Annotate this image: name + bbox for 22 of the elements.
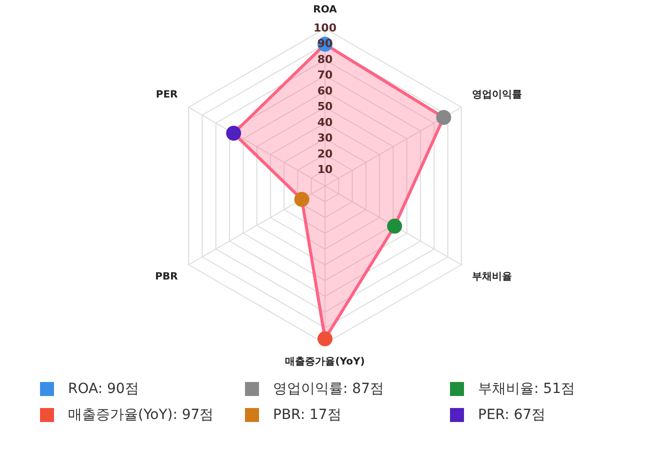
spoke-label: 부채비율	[472, 272, 512, 283]
y-tick-label: 80	[317, 52, 333, 66]
spoke-label: ROA	[313, 4, 338, 16]
spoke-label: 영업이익률	[472, 90, 522, 101]
text: 부채비율: 51점	[478, 380, 575, 398]
text: PBR: 17점	[273, 406, 342, 424]
y-tick-label: 90	[317, 37, 333, 50]
y-tick-label: 10	[317, 163, 333, 176]
y-tick-label: 50	[317, 100, 333, 114]
text: PER: 67점	[478, 406, 546, 424]
y-tick-label: 100	[314, 21, 337, 34]
text: 영업이익률: 87점	[273, 380, 384, 398]
y-tick-label: 70	[317, 68, 333, 82]
y-tick-label: 20	[317, 147, 333, 160]
spoke-label: PBR	[155, 272, 178, 283]
y-tick-label: 40	[317, 116, 333, 129]
text: ROA: 90점	[68, 380, 139, 398]
spoke-label: PER	[156, 90, 178, 101]
y-tick-label: 60	[317, 84, 333, 98]
spoke-label: 매출증가율(YoY)	[285, 356, 365, 368]
text: 매출증가율(YoY): 97점	[68, 406, 214, 424]
y-tick-label: 30	[317, 132, 333, 145]
